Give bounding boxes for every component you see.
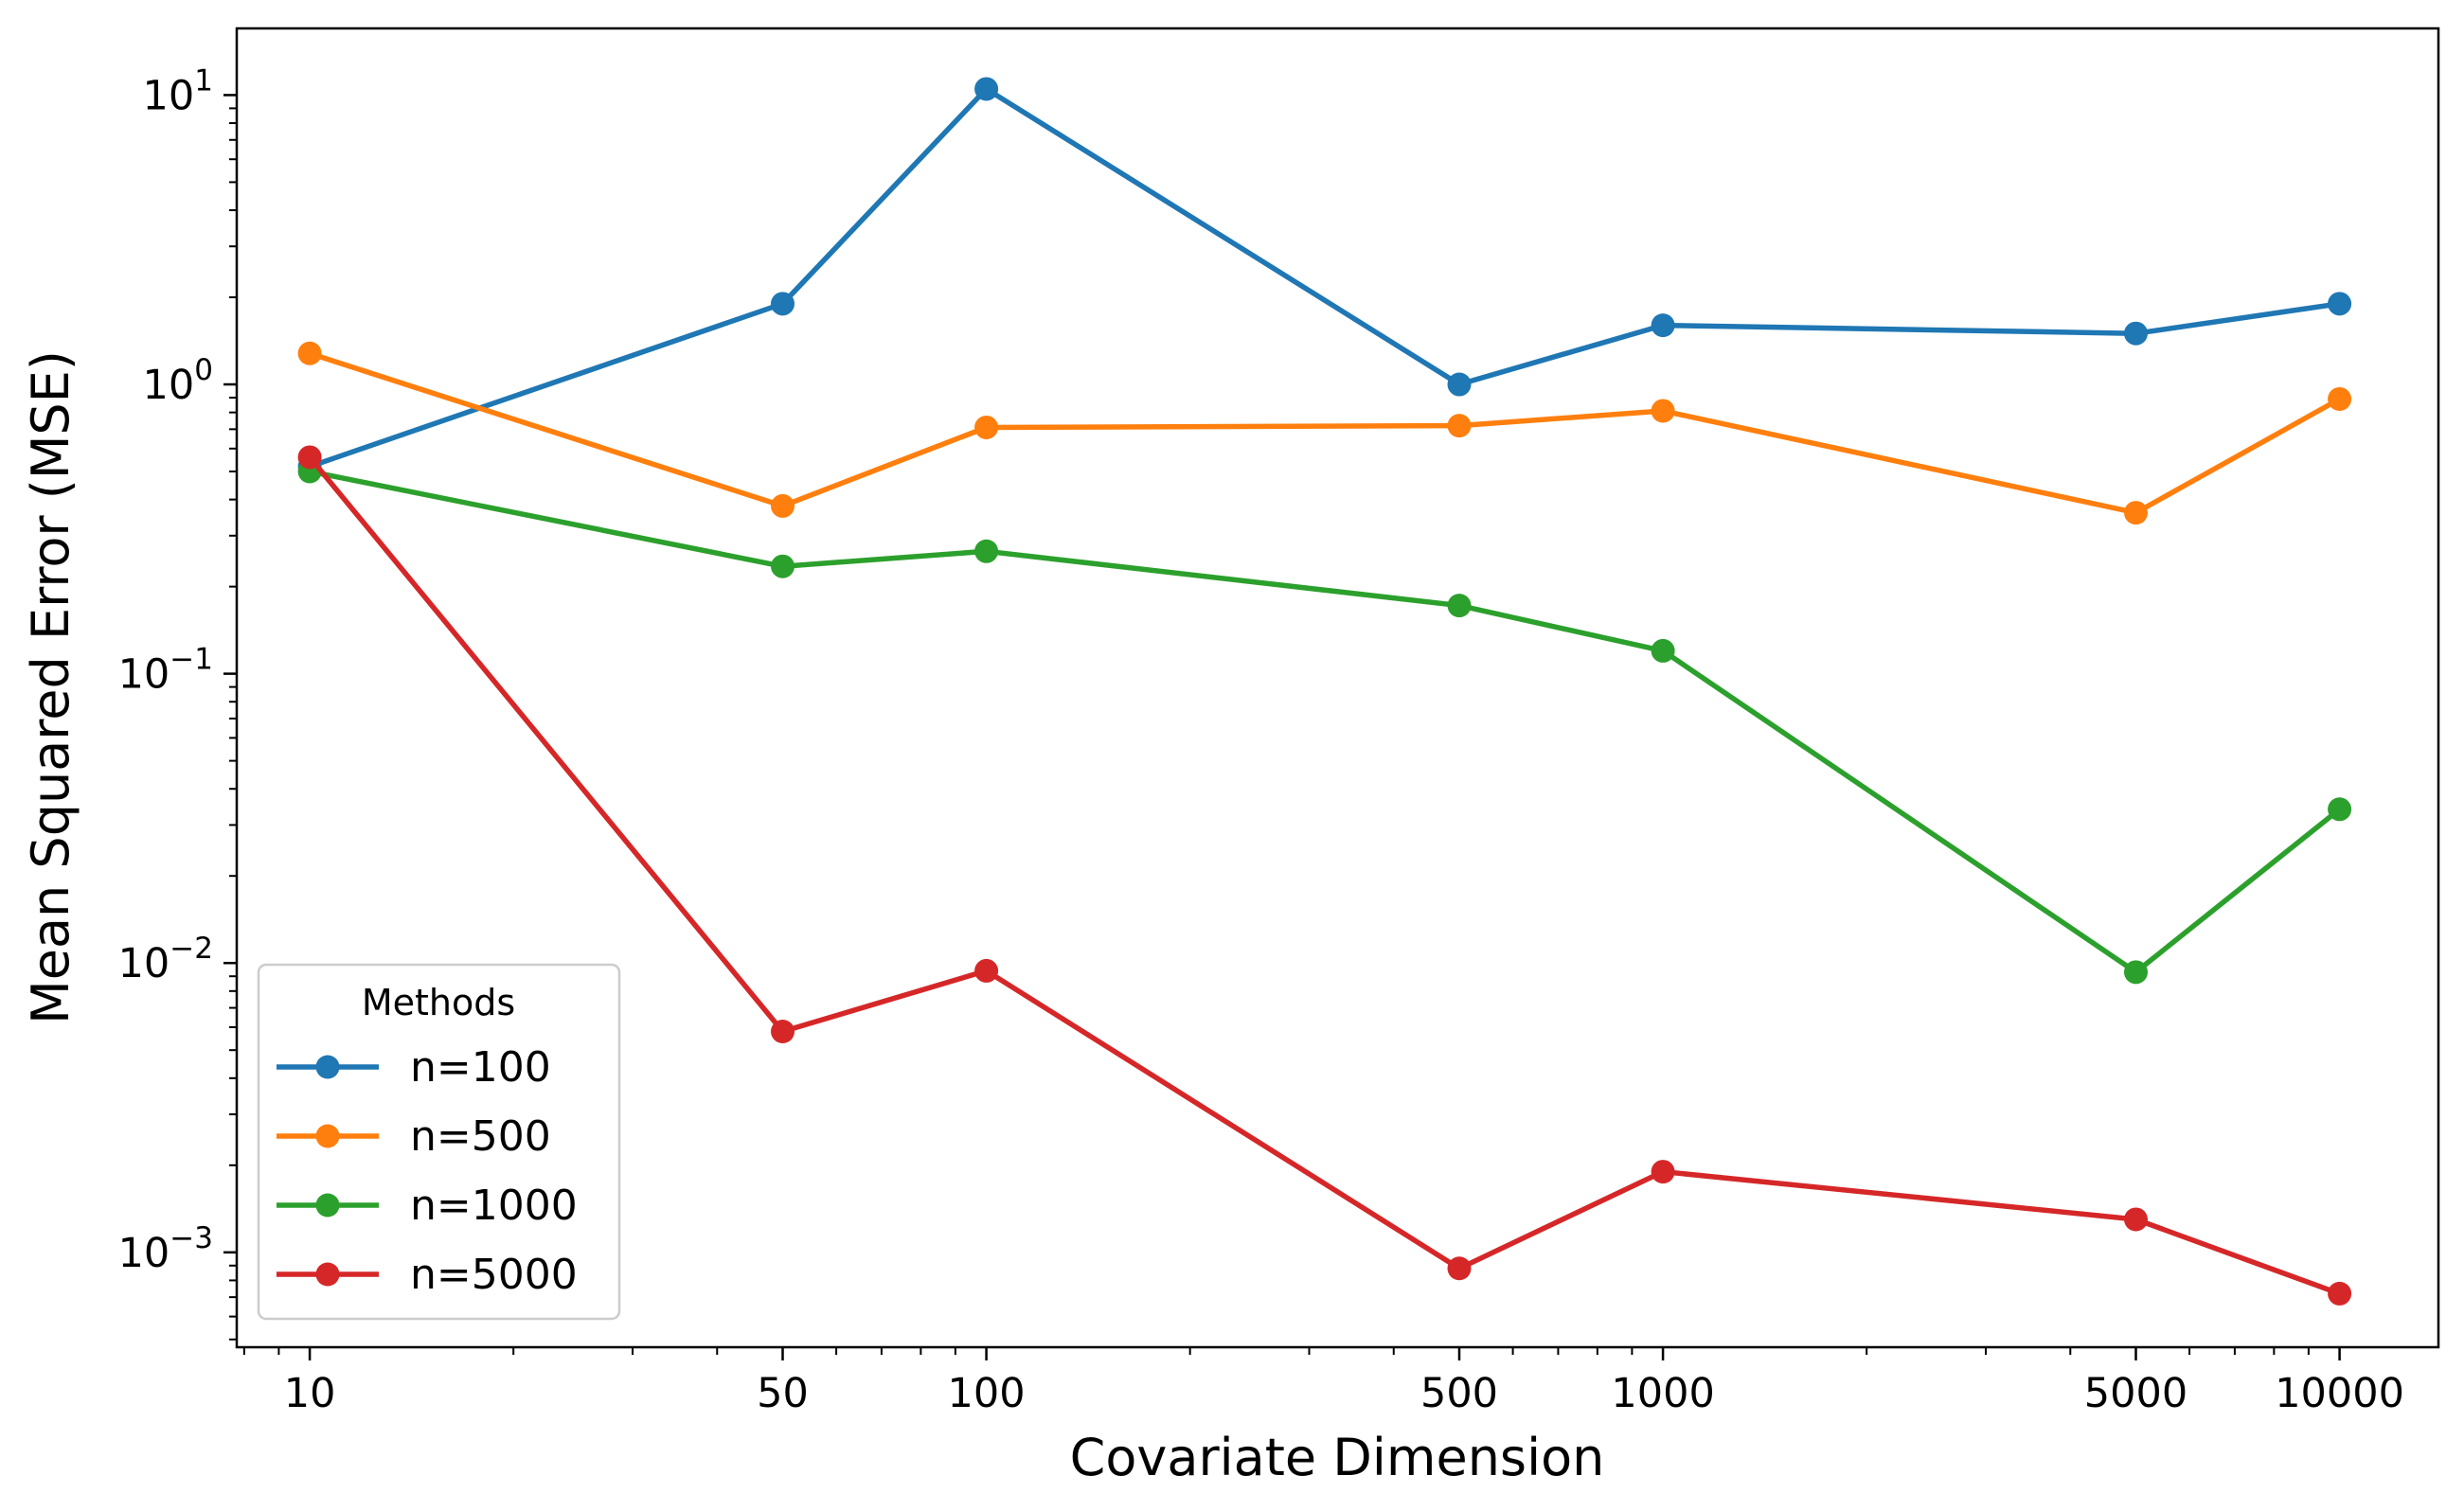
series-n=5000 (297, 445, 2352, 1306)
legend: Methods n=100 n=500 n=1000 n=5000 (257, 963, 621, 1321)
data-point (771, 554, 795, 578)
legend-item: n=100 (277, 1043, 551, 1092)
legend-label: n=1000 (410, 1182, 578, 1230)
minor-ticks (229, 107, 2310, 1355)
data-point (1447, 1256, 1472, 1281)
data-point (771, 493, 795, 518)
data-point (1651, 638, 1675, 663)
x-tick-label: 500 (1420, 1370, 1498, 1417)
x-tick-label: 1000 (1611, 1370, 1714, 1417)
legend-label: n=500 (410, 1112, 551, 1161)
x-axis-ticks: 10 50 100 500 1000 5000 10000 (284, 1347, 2404, 1417)
series-n=100 (297, 77, 2352, 479)
y-tick-label: 10−3 (118, 1221, 213, 1277)
x-tick-label: 100 (948, 1370, 1026, 1417)
legend-label: n=5000 (410, 1251, 578, 1299)
data-point (974, 77, 999, 101)
data-point (2328, 386, 2352, 411)
data-point (2124, 960, 2149, 985)
data-point (2328, 1281, 2352, 1306)
x-tick-label: 10 (284, 1370, 336, 1417)
legend-entries: n=100 n=500 n=1000 n=5000 (277, 1043, 578, 1299)
data-point (1651, 313, 1675, 338)
y-axis-label: Mean Squared Error (MSE) (21, 350, 80, 1024)
legend-marker (315, 1124, 340, 1148)
legend-frame (257, 963, 621, 1321)
data-point (1651, 399, 1675, 423)
data-point (2124, 321, 2149, 346)
x-tick-label: 50 (757, 1370, 809, 1417)
legend-marker (315, 1262, 340, 1287)
legend-marker (315, 1055, 340, 1079)
x-tick-label: 5000 (2084, 1370, 2187, 1417)
data-point (1447, 594, 1472, 618)
data-point (771, 292, 795, 316)
y-tick-label: 10−1 (118, 643, 213, 699)
data-point (2328, 797, 2352, 822)
data-point (1447, 414, 1472, 438)
series-layer (297, 77, 2352, 1306)
data-point (2124, 1207, 2149, 1232)
data-point (974, 539, 999, 563)
data-point (297, 341, 322, 365)
data-point (2124, 501, 2149, 525)
y-axis-ticks: 10−3 10−2 10−1 100 101 (118, 63, 237, 1277)
data-point (1651, 1160, 1675, 1184)
series-n=500 (297, 341, 2352, 525)
data-point (1447, 372, 1472, 397)
legend-label: n=100 (410, 1043, 551, 1092)
y-tick-label: 101 (143, 63, 213, 119)
data-point (2328, 292, 2352, 316)
data-point (974, 958, 999, 983)
data-point (974, 415, 999, 439)
legend-item: n=5000 (277, 1251, 578, 1299)
legend-item: n=500 (277, 1112, 551, 1161)
legend-item: n=1000 (277, 1182, 578, 1230)
data-point (297, 445, 322, 470)
x-axis-label: Covariate Dimension (1070, 1428, 1605, 1487)
legend-title: Methods (362, 982, 515, 1023)
legend-marker (315, 1193, 340, 1218)
y-tick-label: 10−2 (118, 932, 213, 987)
x-tick-label: 10000 (2275, 1370, 2404, 1417)
data-point (771, 1019, 795, 1043)
y-tick-label: 100 (143, 353, 213, 409)
series-n=1000 (297, 459, 2352, 985)
